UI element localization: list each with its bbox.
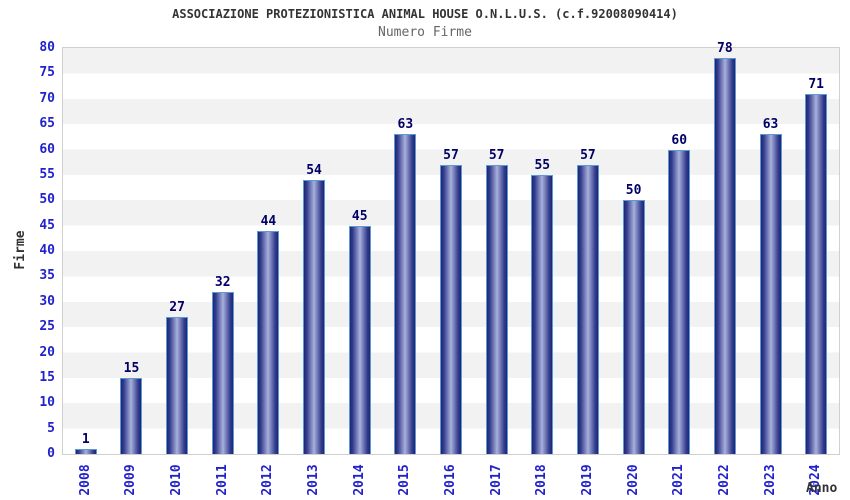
x-tick-label: 2013 <box>306 464 322 496</box>
bar-value-label: 60 <box>671 132 688 148</box>
y-tick-label: 45 <box>39 217 55 233</box>
x-tick-label: 2012 <box>260 464 276 496</box>
bar-2024 <box>805 93 828 454</box>
x-tick-label: 2011 <box>214 464 230 496</box>
y-tick-label: 80 <box>39 40 55 55</box>
bar-2023 <box>759 134 782 454</box>
bar-2019 <box>576 164 599 454</box>
bar-2012 <box>257 230 280 454</box>
bar-2022 <box>713 58 736 454</box>
y-tick-label: 55 <box>39 166 55 182</box>
chart-title: ASSOCIAZIONE PROTEZIONISTICA ANIMAL HOUS… <box>172 7 678 21</box>
x-tick-label: 2014 <box>351 464 367 496</box>
x-tick-label: 2019 <box>579 464 595 496</box>
bar-2021 <box>668 149 691 454</box>
bar-2020 <box>622 200 645 454</box>
bar-value-label: 57 <box>488 147 505 163</box>
bar-2008 <box>74 448 97 454</box>
y-tick-label: 20 <box>39 344 55 360</box>
bar-2017 <box>485 164 508 454</box>
x-tick-label: 2020 <box>625 464 641 496</box>
y-tick-label: 25 <box>39 319 55 335</box>
plot-area: 1 15 27 32 44 54 45 63 57 57 55 57 50 60 78 63 71 <box>62 42 840 455</box>
y-tick-label: 40 <box>39 243 55 258</box>
x-tick-label: 2015 <box>397 464 413 496</box>
bar-value-label: 63 <box>397 117 414 133</box>
y-tick-label: 0 <box>47 446 55 461</box>
bar-2009 <box>120 377 143 454</box>
y-tick-label: 50 <box>39 192 55 208</box>
bar-value-label: 54 <box>306 162 322 178</box>
y-tick-label: 30 <box>39 293 55 309</box>
y-tick-label: 10 <box>39 395 55 411</box>
x-tick-label: 2016 <box>443 464 458 496</box>
y-tick-label: 60 <box>39 141 55 157</box>
bar-value-label: 32 <box>214 274 231 290</box>
y-tick-label: 5 <box>47 420 55 436</box>
bar-2013 <box>303 179 326 454</box>
x-axis-title: Anno <box>806 481 838 496</box>
x-tick-label: 2022 <box>716 464 732 496</box>
y-tick-label: 35 <box>39 268 55 284</box>
bar-value-label: 63 <box>762 117 779 133</box>
bar-value-label: 44 <box>260 213 277 229</box>
bar-2010 <box>166 316 189 454</box>
bar-value-label: 57 <box>443 147 459 163</box>
x-tick-label: 2010 <box>169 464 185 496</box>
bar-value-label: 1 <box>81 431 90 447</box>
bar-value-label: 55 <box>534 157 551 173</box>
bar-value-label: 50 <box>625 183 642 199</box>
x-tick-label: 2021 <box>671 464 687 496</box>
bar-2011 <box>211 291 234 454</box>
y-tick-label: 75 <box>39 65 55 81</box>
chart-subtitle: Numero Firme <box>378 25 472 40</box>
x-tick-label: 2023 <box>762 464 778 496</box>
bar-value-label: 45 <box>351 208 368 224</box>
y-tick-label: 70 <box>39 90 55 106</box>
x-tick-label: 2008 <box>77 464 93 496</box>
x-tick-label: 2018 <box>534 464 550 496</box>
bar-value-label: 15 <box>123 360 140 376</box>
x-tick-label: 2017 <box>488 464 504 496</box>
bar-2014 <box>348 225 371 454</box>
bar-value-label: 78 <box>717 41 733 57</box>
bar-2018 <box>531 174 554 454</box>
y-tick-label: 65 <box>39 116 55 132</box>
bar-value-label: 57 <box>580 147 596 163</box>
bar-value-label: 27 <box>169 299 185 315</box>
bar-2015 <box>394 134 417 454</box>
bar-value-label: 71 <box>808 76 824 92</box>
x-tick-label: 2009 <box>123 464 139 496</box>
bar-2016 <box>440 164 462 454</box>
y-tick-label: 15 <box>39 369 55 385</box>
